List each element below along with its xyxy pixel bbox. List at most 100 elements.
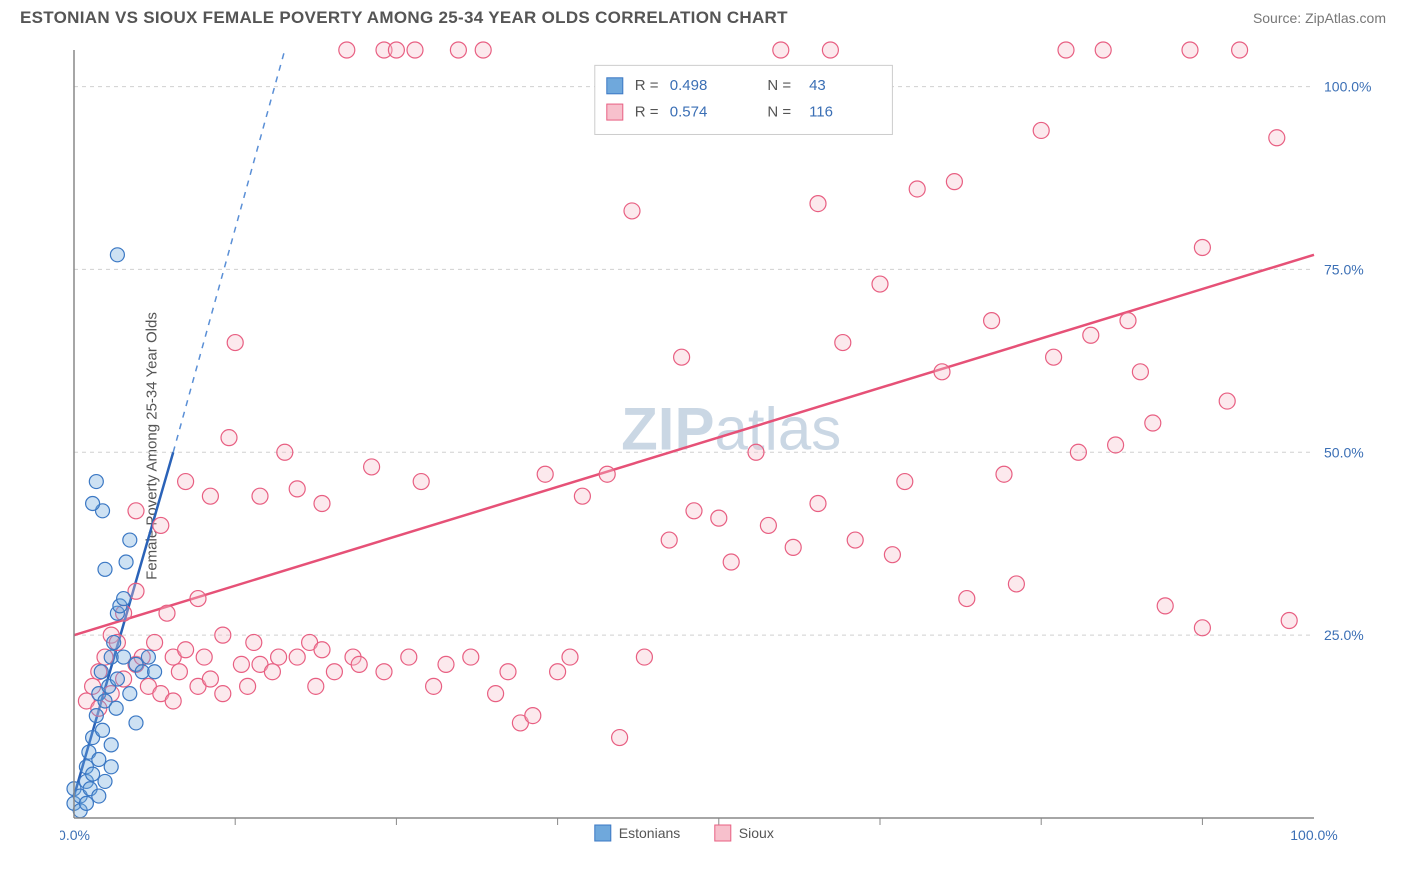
estonians-point <box>107 635 121 649</box>
sioux-point <box>525 708 541 724</box>
sioux-r-value: 0.574 <box>670 104 708 121</box>
legend-sioux-label: Sioux <box>739 825 774 841</box>
stats-n-label: N = <box>767 104 791 121</box>
estonians-point <box>86 767 100 781</box>
estonians-trendline-extrapolated <box>173 50 285 452</box>
sioux-point <box>1194 239 1210 255</box>
stats-r-label: R = <box>635 77 659 94</box>
x-tick-label: 0.0% <box>60 827 90 843</box>
sioux-point <box>1194 620 1210 636</box>
y-tick-label: 25.0% <box>1324 627 1364 643</box>
sioux-point <box>723 554 739 570</box>
y-tick-label: 75.0% <box>1324 261 1364 277</box>
estonians-point <box>98 774 112 788</box>
sioux-point <box>401 649 417 665</box>
sioux-point <box>215 627 231 643</box>
stats-legend-box <box>595 65 893 134</box>
sioux-point <box>450 42 466 58</box>
sioux-point <box>264 664 280 680</box>
sioux-point <box>215 686 231 702</box>
estonians-point <box>96 723 110 737</box>
legend-estonians-label: Estonians <box>619 825 680 841</box>
sioux-point <box>413 474 429 490</box>
scatter-chart: 25.0% 50.0% 75.0% 100.0% ZIPatlas 0.0% 100.0% R… <box>60 40 1386 852</box>
watermark: ZIPatlas <box>621 395 841 462</box>
estonians-point <box>86 496 100 510</box>
sioux-point <box>959 591 975 607</box>
sioux-point <box>1219 393 1235 409</box>
sioux-point <box>897 474 913 490</box>
x-tick-label: 100.0% <box>1290 827 1337 843</box>
sioux-point <box>1008 576 1024 592</box>
estonians-point <box>110 672 124 686</box>
sioux-point <box>221 430 237 446</box>
sioux-point <box>537 466 553 482</box>
sioux-point <box>240 678 256 694</box>
sioux-point <box>760 517 776 533</box>
sioux-point <box>153 517 169 533</box>
sioux-point <box>202 671 218 687</box>
sioux-point <box>376 664 392 680</box>
sioux-point <box>407 42 423 58</box>
estonians-r-value: 0.498 <box>670 77 708 94</box>
chart-svg: 25.0% 50.0% 75.0% 100.0% ZIPatlas 0.0% 100.0% R… <box>60 40 1386 852</box>
estonians-point <box>129 716 143 730</box>
sioux-point <box>227 335 243 351</box>
sioux-point <box>1182 42 1198 58</box>
sioux-point <box>178 642 194 658</box>
sioux-point <box>946 174 962 190</box>
sioux-point <box>500 664 516 680</box>
sioux-point <box>351 656 367 672</box>
y-tick-label: 100.0% <box>1324 79 1371 95</box>
sioux-point <box>1120 313 1136 329</box>
sioux-point <box>1108 437 1124 453</box>
sioux-point <box>426 678 442 694</box>
sioux-point <box>934 364 950 380</box>
sioux-point <box>463 649 479 665</box>
sioux-point <box>339 42 355 58</box>
sioux-point <box>1058 42 1074 58</box>
sioux-point <box>364 459 380 475</box>
sioux-point <box>884 547 900 563</box>
estonians-n-value: 43 <box>809 77 826 94</box>
sioux-point <box>277 444 293 460</box>
estonians-point <box>98 562 112 576</box>
sioux-point <box>475 42 491 58</box>
sioux-swatch <box>607 104 623 120</box>
sioux-point <box>711 510 727 526</box>
sioux-point <box>612 730 628 746</box>
sioux-point <box>773 42 789 58</box>
sioux-point <box>686 503 702 519</box>
sioux-point <box>289 649 305 665</box>
sioux-point <box>1083 327 1099 343</box>
sioux-point <box>165 693 181 709</box>
sioux-point <box>159 605 175 621</box>
sioux-point <box>202 488 218 504</box>
sioux-point <box>822 42 838 58</box>
sioux-point <box>909 181 925 197</box>
sioux-point <box>835 335 851 351</box>
sioux-point <box>562 649 578 665</box>
sioux-point <box>1132 364 1148 380</box>
sioux-point <box>748 444 764 460</box>
sioux-point <box>574 488 590 504</box>
estonians-point <box>117 592 131 606</box>
estonians-point <box>104 738 118 752</box>
y-tick-label: 50.0% <box>1324 444 1364 460</box>
estonians-point <box>92 789 106 803</box>
estonians-point <box>92 752 106 766</box>
sioux-point <box>326 664 342 680</box>
stats-r-label: R = <box>635 104 659 121</box>
sioux-point <box>308 678 324 694</box>
sioux-point <box>984 313 1000 329</box>
sioux-point <box>674 349 690 365</box>
stats-n-label: N = <box>767 77 791 94</box>
estonians-point <box>109 701 123 715</box>
sioux-point <box>810 196 826 212</box>
sioux-point <box>171 664 187 680</box>
estonians-point <box>89 709 103 723</box>
sioux-point <box>1046 349 1062 365</box>
sioux-point <box>246 634 262 650</box>
sioux-point <box>872 276 888 292</box>
sioux-trendline <box>74 255 1314 635</box>
